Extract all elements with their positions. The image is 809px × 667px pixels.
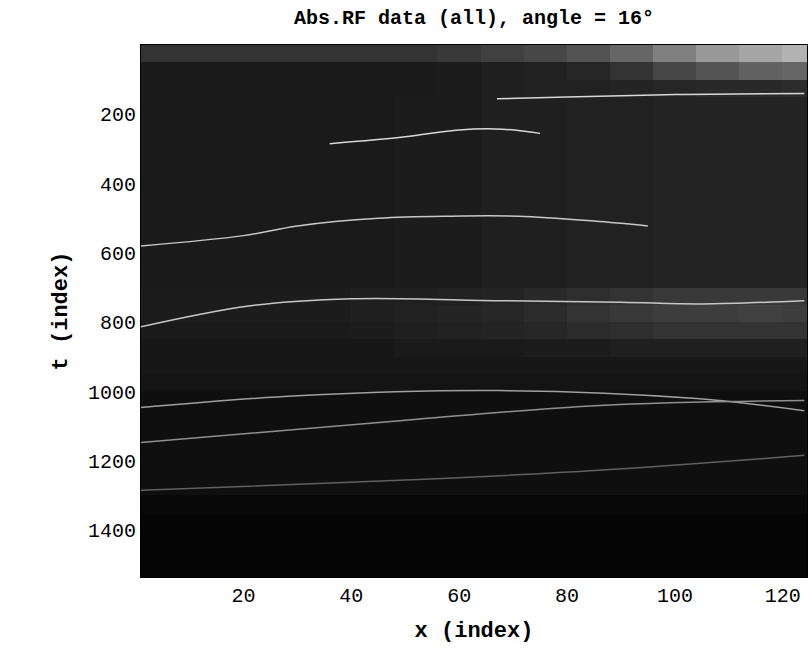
svg-text:20: 20 (231, 585, 255, 608)
svg-text:40: 40 (339, 585, 363, 608)
svg-text:400: 400 (100, 174, 136, 197)
svg-text:x (index): x (index) (415, 619, 534, 644)
svg-text:600: 600 (100, 243, 136, 266)
svg-text:t (index): t (index) (49, 252, 74, 371)
svg-text:100: 100 (657, 585, 693, 608)
svg-text:Abs.RF data (all), angle = 16°: Abs.RF data (all), angle = 16° (294, 7, 654, 30)
svg-text:120: 120 (765, 585, 801, 608)
svg-text:1000: 1000 (88, 382, 136, 405)
svg-text:1400: 1400 (88, 520, 136, 543)
svg-text:80: 80 (555, 585, 579, 608)
svg-text:800: 800 (100, 312, 136, 335)
svg-text:200: 200 (100, 104, 136, 127)
svg-text:1200: 1200 (88, 451, 136, 474)
svg-text:60: 60 (447, 585, 471, 608)
